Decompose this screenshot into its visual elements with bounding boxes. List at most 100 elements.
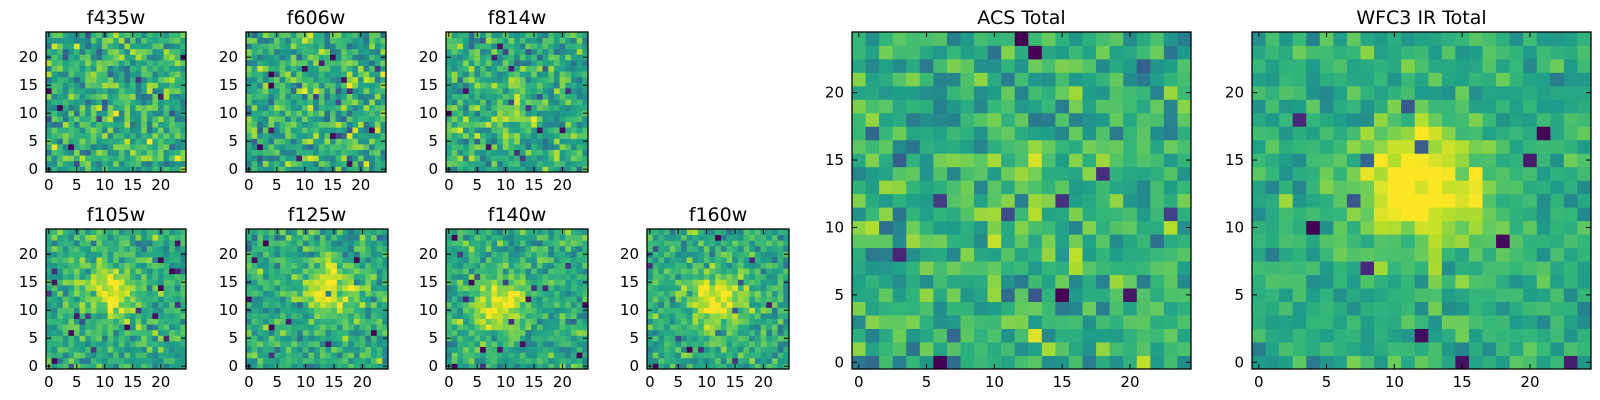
pixel-cell — [480, 88, 487, 94]
pixel-cell — [1014, 355, 1029, 370]
pixel-cell — [246, 329, 253, 336]
pixel-cell — [263, 279, 270, 286]
pixel-cell — [130, 329, 136, 336]
pixel-cell — [285, 251, 292, 258]
pixel-cell — [169, 363, 176, 370]
pixel-cell — [474, 313, 481, 319]
pixel-cell — [457, 116, 464, 122]
pixel-cell — [1014, 166, 1029, 181]
pixel-cell — [319, 313, 326, 319]
pixel-cell — [553, 262, 560, 269]
pixel-cell — [1082, 355, 1097, 370]
pixel-cell — [519, 93, 526, 100]
pixel-cell — [113, 93, 120, 100]
pixel-cell — [158, 329, 164, 336]
pixel-cell — [519, 363, 526, 370]
pixel-cell — [726, 273, 733, 280]
pixel-cell — [246, 240, 253, 247]
pixel-cell — [485, 318, 492, 325]
pixel-cell — [906, 166, 921, 181]
pixel-cell — [369, 149, 376, 156]
pixel-cell — [946, 261, 961, 276]
pixel-cell — [251, 76, 258, 83]
pixel-cell — [553, 268, 560, 275]
pixel-cell — [257, 329, 264, 336]
pixel-cell — [118, 104, 125, 111]
pixel-cell — [892, 207, 907, 222]
pixel-cell — [536, 116, 543, 122]
pixel-cell — [669, 279, 676, 286]
pixel-cell — [446, 149, 453, 156]
pixel-cell — [169, 279, 176, 286]
pixel-cell — [102, 251, 108, 258]
pixel-cell — [135, 82, 142, 89]
pixel-cell — [174, 121, 181, 128]
pixel-cell — [548, 132, 555, 139]
pixel-cell — [709, 273, 716, 280]
pixel-cell — [1123, 234, 1138, 249]
pixel-cell — [974, 288, 988, 302]
pixel-cell — [451, 290, 458, 297]
pixel-cell — [297, 262, 304, 269]
pixel-cell — [732, 346, 739, 353]
pixel-cell — [307, 127, 314, 134]
pixel-cell — [497, 48, 504, 55]
pixel-cell — [79, 138, 86, 145]
pixel-cell — [130, 65, 136, 72]
pixel-cell — [85, 71, 92, 78]
pixel-cell — [647, 285, 654, 291]
pixel-cell — [302, 149, 308, 156]
pixel-cell — [715, 229, 722, 235]
pixel-cell — [130, 273, 136, 280]
pixel-cell — [359, 285, 366, 291]
pixel-cell — [457, 82, 464, 89]
pixel-cell — [163, 290, 170, 297]
pixel-cell — [514, 110, 521, 117]
pixel-cell — [280, 357, 287, 364]
pixel-cell — [96, 346, 103, 353]
pixel-cell — [163, 251, 170, 258]
pixel-cell — [130, 240, 136, 247]
pixel-cell — [268, 127, 275, 134]
pixel-cell — [652, 341, 659, 347]
pixel-cell — [1028, 301, 1043, 316]
pixel-cell — [291, 234, 298, 241]
pixel-cell — [353, 229, 360, 235]
pixel-cell — [359, 313, 366, 319]
pixel-cell — [675, 257, 682, 263]
pixel-cell — [576, 341, 583, 347]
pixel-cell — [852, 355, 866, 370]
pixel-cell — [548, 346, 555, 353]
pixel-cell — [285, 245, 292, 252]
pixel-cell — [737, 318, 744, 325]
pixel-cell — [1028, 180, 1043, 195]
pixel-cell — [296, 160, 303, 167]
pixel-cell — [102, 82, 108, 89]
pixel-cell — [960, 220, 975, 235]
pixel-cell — [446, 301, 453, 308]
pixel-cell — [107, 65, 114, 72]
pixel-cell — [514, 273, 521, 280]
pixel-cell — [1109, 342, 1124, 356]
pixel-cell — [906, 301, 921, 316]
pixel-cell — [369, 88, 376, 94]
pixel-cell — [62, 234, 69, 241]
pixel-cell — [565, 329, 572, 336]
pixel-cell — [146, 296, 153, 303]
pixel-cell — [102, 144, 108, 150]
pixel-cell — [359, 279, 366, 286]
pixel-cell — [68, 307, 75, 314]
pixel-cell — [118, 48, 125, 55]
pixel-cell — [358, 160, 364, 167]
pixel-cell — [130, 301, 136, 308]
pixel-cell — [353, 335, 360, 342]
pixel-cell — [180, 60, 187, 66]
pixel-cell — [382, 313, 389, 319]
pixel-cell — [474, 121, 481, 128]
pixel-cell — [376, 251, 383, 258]
pixel-cell — [118, 132, 125, 139]
pixel-cell — [325, 257, 332, 263]
pixel-cell — [51, 341, 58, 347]
pixel-cell — [324, 138, 331, 145]
